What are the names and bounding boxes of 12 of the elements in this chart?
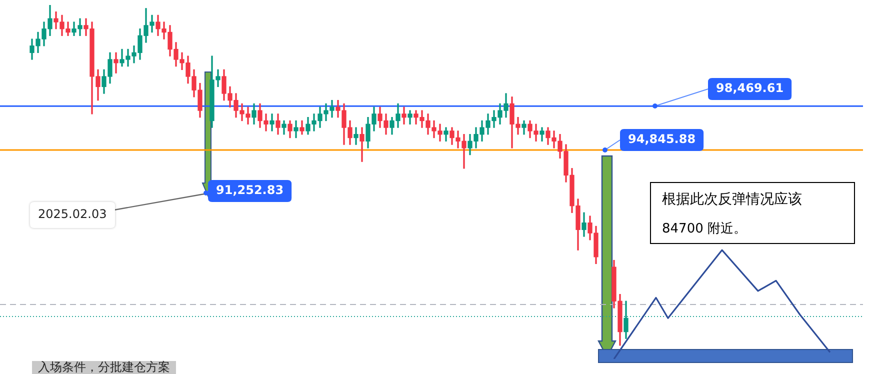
annotation: 98,469.61 [716,81,784,96]
annotation: 2025.02.03 [38,207,107,222]
candlestick [354,127,358,145]
annotation: 根据此次反弹情况应该 [662,192,802,208]
candlestick [402,106,406,124]
candlestick [270,114,274,132]
annotation: 84700 附近。 [662,221,746,236]
annotation: 91,252.83 [216,183,284,198]
annotation: 94,845.88 [628,132,696,146]
candlestick [114,52,118,74]
text: 入场条件，分批建仓方案 [38,360,170,374]
candlestick [360,127,364,162]
